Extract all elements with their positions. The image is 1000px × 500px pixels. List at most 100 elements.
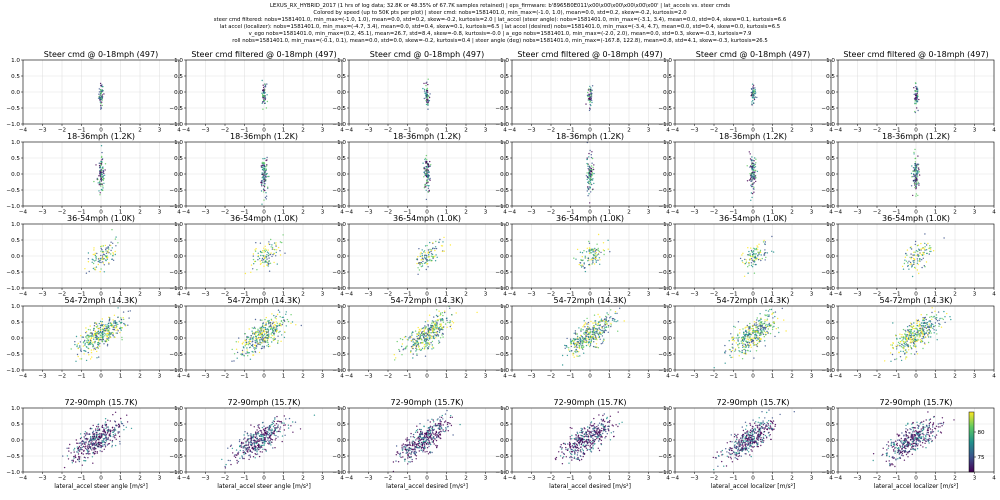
data-point [566,337,568,340]
data-point [418,331,420,333]
data-point [764,259,766,261]
data-point [911,256,913,259]
data-point [123,318,125,321]
data-point [120,317,122,319]
data-point [416,333,418,336]
data-point [755,177,757,179]
data-point [394,359,396,361]
x-tick-label: −3 [690,210,699,216]
data-point [912,339,915,341]
data-point [583,320,585,322]
data-point [267,262,269,264]
data-point [266,258,268,260]
x-tick-label: 1 [934,292,938,298]
data-point [928,323,930,325]
data-point [593,182,595,185]
data-point [99,171,101,174]
data-point [107,332,109,335]
data-point [591,331,593,333]
data-point [98,356,100,358]
data-point [912,260,914,262]
data-point [95,335,98,337]
data-point [93,328,96,330]
x-tick-label: 2 [790,374,794,380]
data-point [101,321,104,323]
data-point [272,332,275,335]
data-point [755,162,757,164]
subplot-title: 36-54mph (1.0K) [719,214,787,223]
data-point [913,169,915,171]
data-point [259,260,261,262]
data-point [919,333,922,335]
data-point [760,323,762,326]
data-point [730,333,732,335]
x-tick-label: 3 [484,374,488,380]
data-point [418,269,421,271]
data-point [275,245,277,247]
data-point [264,169,266,172]
data-point [598,324,600,327]
data-point [911,326,913,329]
data-point [905,341,907,343]
data-point [425,268,427,271]
x-tick-label: 3 [158,292,162,298]
data-point [262,339,264,341]
data-point [751,179,754,181]
data-point [76,344,79,346]
data-point [599,263,601,265]
data-point [916,166,918,168]
data-point [752,260,754,262]
data-point [766,332,769,334]
data-point [441,332,444,335]
data-point [423,176,425,178]
subplot-title: Steer cmd @ 0-18mph (497) [696,50,810,59]
data-point [426,95,428,98]
subplot-title: Steer cmd @ 0-18mph (497) [44,50,158,59]
data-point [595,260,597,262]
data-point [75,335,78,338]
data-point [107,339,110,341]
data-point [430,342,432,344]
x-tick-label: 0 [914,292,918,298]
data-point [98,327,101,330]
subplot-title: 18-36mph (1.2K) [230,132,298,141]
data-point [108,248,110,250]
data-point [264,250,267,253]
data-point [432,337,434,339]
data-point [591,258,594,260]
subplot: −4 −3 −2 −1 0 1 2 3 41.00.50.0−0.5−1.018-36mph (… [169,132,344,216]
data-point [253,326,256,328]
data-point [99,342,101,345]
data-point [430,260,432,262]
data-point [590,179,592,181]
data-point [588,156,590,158]
data-point [84,343,86,345]
data-point [593,263,596,265]
data-point [587,344,589,346]
data-point [913,263,915,266]
data-point [425,173,428,176]
y-tick-label: 0.0 [11,336,20,342]
data-point [427,176,430,178]
data-point [914,182,916,184]
data-point [429,248,431,251]
data-point [427,342,429,344]
data-point [97,342,100,344]
data-point [431,344,433,346]
data-point [114,322,116,324]
data-point [415,350,417,352]
data-point [597,334,600,336]
data-point [242,341,244,343]
data-point [755,263,757,266]
data-point [273,261,275,264]
data-point [441,318,443,320]
data-point [606,312,608,314]
data-point [95,258,97,260]
data-point [421,263,424,265]
data-point [112,242,114,244]
x-tick-label: 4 [992,210,996,216]
data-point [273,333,275,336]
data-point [753,160,755,162]
data-point [922,322,925,325]
data-point [926,321,929,324]
